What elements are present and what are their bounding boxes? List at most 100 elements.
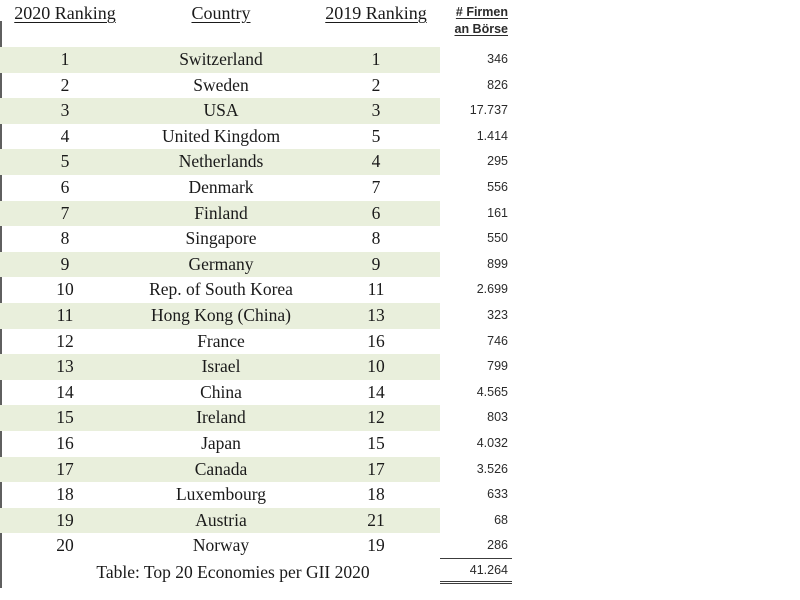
header-firms-on-exchange: # Firmen an Börse [440, 0, 512, 38]
table-body: 1 Switzerland 1 346 2 Sweden 2 826 3 USA… [0, 47, 512, 559]
table-row: 6 Denmark 7 556 [0, 175, 512, 201]
header-firms-line2: an Börse [454, 22, 509, 36]
rank-2020-cell: 14 [56, 381, 74, 402]
country-cell: Luxembourg [175, 484, 267, 505]
rank-2019-cell: 1 [312, 47, 440, 73]
rank-2020-cell: 5 [0, 149, 130, 175]
rank-2020-cell: 15 [0, 405, 130, 431]
rank-2020-cell: 12 [56, 330, 74, 351]
table-row: 20 Norway 19 286 [0, 533, 512, 559]
country-cell: Denmark [188, 176, 254, 197]
rank-2019-cell: 14 [367, 381, 385, 402]
table-row: 5 Netherlands 4 295 [0, 149, 512, 175]
table-row: 1 Switzerland 1 346 [0, 47, 512, 73]
table-footer-row: Table: Top 20 Economies per GII 2020 41.… [0, 559, 512, 586]
rank-2019-cell: 11 [367, 279, 385, 300]
rank-2019-cell: 15 [367, 432, 385, 453]
header-2019-ranking: 2019 Ranking [325, 3, 427, 23]
rank-2019-cell: 17 [312, 456, 440, 483]
firms-cell: 3.526 [476, 461, 508, 476]
rank-2019-cell: 13 [312, 302, 440, 329]
firms-cell: 161 [487, 205, 508, 220]
firms-cell: 323 [487, 307, 508, 322]
rank-2020-cell: 4 [60, 125, 70, 146]
country-cell: United Kingdom [161, 125, 281, 146]
country-cell: Israel [130, 354, 312, 380]
country-cell: China [200, 381, 242, 402]
country-cell: Japan [201, 432, 241, 453]
country-cell: USA [130, 98, 312, 124]
rank-2019-cell: 16 [367, 330, 385, 351]
rank-2020-cell: 16 [56, 432, 74, 453]
header-firms-line1: # Firmen [455, 5, 508, 19]
rank-2019-cell: 2 [371, 74, 381, 95]
rank-2019-cell: 21 [312, 507, 440, 534]
rank-2019-cell: 3 [312, 98, 440, 124]
table-row: 13 Israel 10 799 [0, 354, 512, 380]
country-cell: France [197, 330, 245, 351]
table-row: 14 China 14 4.565 [0, 380, 512, 406]
firms-cell: 17.737 [469, 103, 508, 118]
total-firms-value: 41.264 [440, 559, 512, 584]
rank-2019-cell: 5 [371, 125, 381, 146]
firms-cell: 1.414 [476, 128, 508, 143]
rank-2020-cell: 13 [0, 354, 130, 380]
rank-2019-cell: 10 [312, 354, 440, 380]
firms-cell: 799 [487, 359, 508, 374]
rank-2019-cell: 9 [312, 251, 440, 278]
rank-2020-cell: 6 [60, 176, 70, 197]
table-row: 9 Germany 9 899 [0, 251, 512, 278]
rank-2020-cell: 8 [60, 228, 70, 249]
firms-cell: 4.565 [476, 384, 508, 399]
country-cell: Hong Kong (China) [130, 302, 312, 329]
rank-2019-cell: 7 [371, 176, 381, 197]
rank-2020-cell: 11 [0, 302, 130, 329]
country-cell: Germany [130, 251, 312, 278]
country-cell: Singapore [185, 228, 257, 249]
rank-2020-cell: 7 [0, 200, 130, 227]
country-cell: Canada [130, 456, 312, 483]
table-row: 18 Luxembourg 18 633 [0, 482, 512, 508]
firms-cell: 295 [487, 154, 508, 169]
rank-2019-cell: 19 [367, 535, 385, 556]
country-cell: Sweden [193, 74, 249, 95]
table-row: 12 France 16 746 [0, 329, 512, 355]
country-cell: Switzerland [130, 47, 312, 73]
country-cell: Finland [130, 200, 312, 227]
country-cell: Rep. of South Korea [149, 279, 293, 300]
table-header-row: 2020 Ranking Country 2019 Ranking # Firm… [0, 0, 512, 47]
table-row: 8 Singapore 8 550 [0, 226, 512, 252]
firms-cell: 4.032 [476, 435, 508, 450]
table-row: 2 Sweden 2 826 [0, 73, 512, 99]
firms-cell: 746 [487, 333, 508, 348]
rank-2019-cell: 6 [312, 200, 440, 227]
table-row: 10 Rep. of South Korea 11 2.699 [0, 277, 512, 303]
firms-cell: 2.699 [476, 282, 508, 297]
firms-cell: 286 [440, 533, 512, 559]
rank-2020-cell: 10 [56, 279, 74, 300]
rank-2019-cell: 4 [312, 149, 440, 175]
rank-2020-cell: 2 [60, 74, 70, 95]
firms-cell: 346 [487, 52, 508, 66]
rank-2020-cell: 9 [0, 251, 130, 278]
table-row: 11 Hong Kong (China) 13 323 [0, 302, 512, 329]
table-row: 19 Austria 21 68 [0, 507, 512, 534]
table-row: 4 United Kingdom 5 1.414 [0, 124, 512, 150]
firms-cell: 550 [487, 231, 508, 246]
rank-2020-cell: 19 [0, 507, 130, 534]
rank-2019-cell: 8 [371, 228, 381, 249]
rank-2020-cell: 1 [0, 47, 130, 73]
table-row: 7 Finland 6 161 [0, 200, 512, 227]
firms-cell: 68 [494, 512, 508, 527]
firms-cell: 633 [487, 487, 508, 502]
header-country: Country [191, 3, 251, 23]
rank-2020-cell: 17 [0, 456, 130, 483]
rank-2019-cell: 12 [312, 405, 440, 431]
country-cell: Austria [130, 507, 312, 534]
rank-2020-cell: 18 [56, 484, 74, 505]
table-row: 3 USA 3 17.737 [0, 98, 512, 124]
rank-2019-cell: 18 [367, 484, 385, 505]
country-cell: Netherlands [130, 149, 312, 175]
gii-rankings-table: 2020 Ranking Country 2019 Ranking # Firm… [0, 0, 512, 586]
